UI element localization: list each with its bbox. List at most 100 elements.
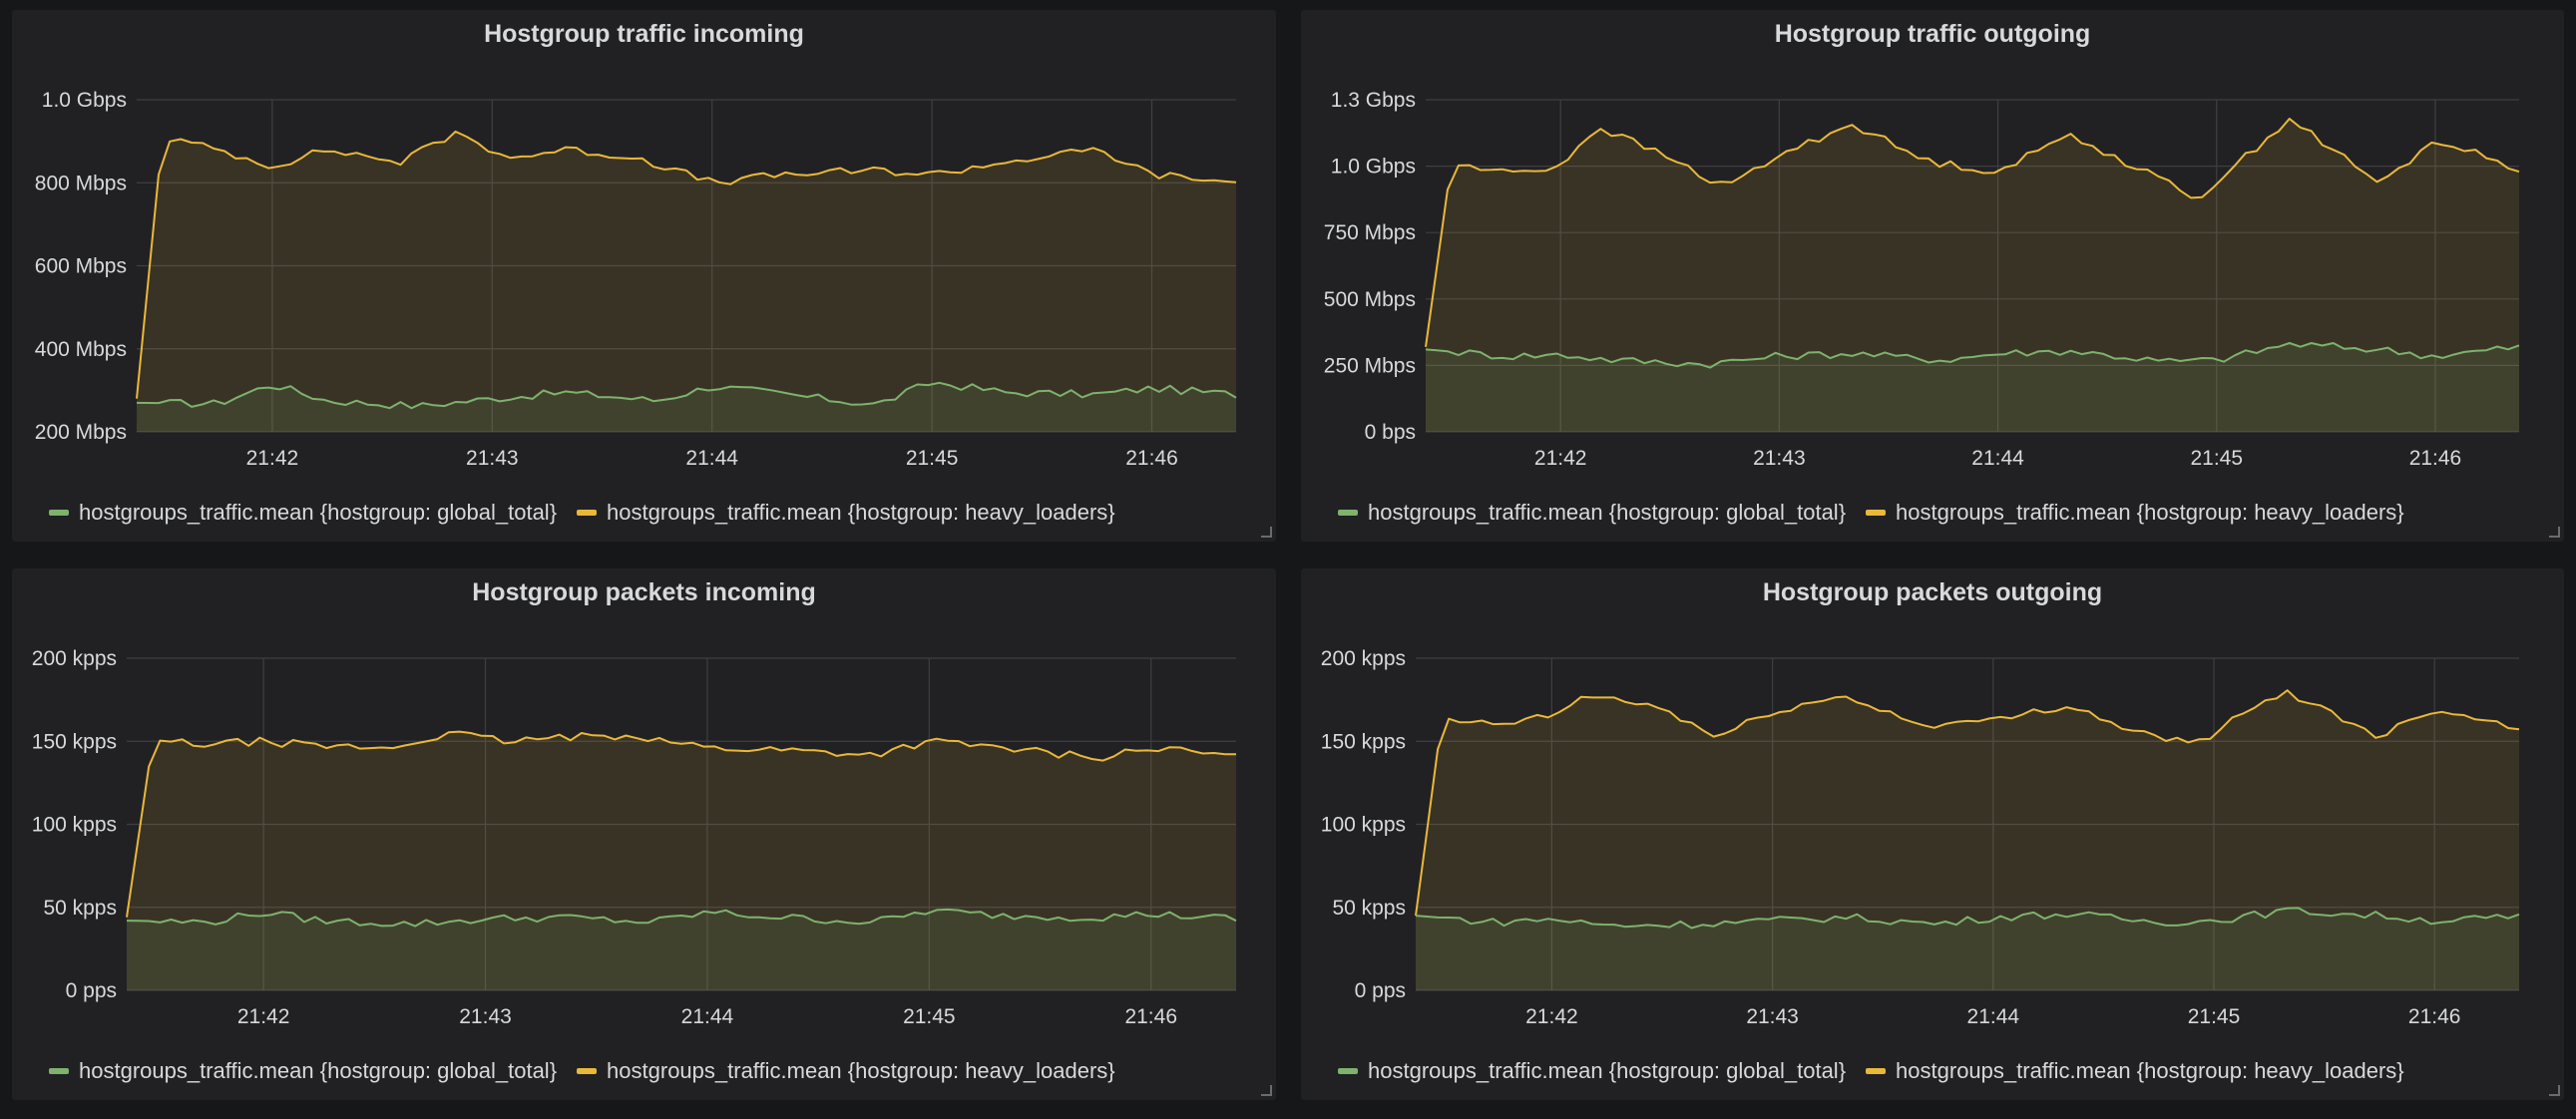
legend-item-global-total[interactable]: hostgroups_traffic.mean {hostgroup: glob… <box>49 500 557 526</box>
y-tick-label: 200 Mbps <box>35 421 127 444</box>
x-tick-label: 21:44 <box>1971 447 2024 470</box>
x-tick-label: 21:44 <box>1967 1005 2020 1028</box>
series-line[interactable] <box>126 730 1237 918</box>
legend-label[interactable]: hostgroups_traffic.mean {hostgroup: glob… <box>1368 500 1847 525</box>
y-tick-label: 250 Mbps <box>1324 354 1416 377</box>
legend-item-heavy-loaders[interactable]: hostgroups_traffic.mean {hostgroup: heav… <box>1866 1058 2404 1084</box>
graph-area[interactable]: 200 Mbps 400 Mbps 600 Mbps 800 Mbps 1.0 Gbps… <box>12 10 1276 542</box>
graph-area[interactable]: 0 bps 250 Mbps 500 Mbps 750 Mbps 1.0 Gbps 1.3… <box>1301 10 2564 542</box>
panel-traffic-incoming[interactable]: Hostgroup traffic incoming 200 Mbps 400 M… <box>12 10 1276 542</box>
graph-area[interactable]: 0 pps 50 kpps 100 kpps 150 kpps 200 kpps 21:4… <box>1301 568 2564 1100</box>
legend-item-heavy-loaders[interactable]: hostgroups_traffic.mean {hostgroup: heav… <box>1866 500 2404 526</box>
series-color-swatch[interactable] <box>1338 1068 1358 1074</box>
series-line[interactable] <box>126 908 1237 928</box>
panel-packets-outgoing[interactable]: Hostgroup packets outgoing 0 pps 50 kpps 1… <box>1301 568 2564 1100</box>
legend-label[interactable]: hostgroups_traffic.mean {hostgroup: glob… <box>1368 1058 1847 1083</box>
y-tick-label: 1.0 Gbps <box>1331 156 1416 179</box>
y-tick-label: 1.3 Gbps <box>1331 89 1416 112</box>
x-tick-label: 21:46 <box>1125 447 1178 470</box>
legend-label[interactable]: hostgroups_traffic.mean {hostgroup: heav… <box>607 500 1115 525</box>
series-area-fill <box>137 131 1236 432</box>
panel-packets-incoming[interactable]: Hostgroup packets incoming 0 pps 50 kpps 1… <box>12 568 1276 1100</box>
y-tick-label: 1.0 Gbps <box>42 89 127 112</box>
y-tick-label: 0 pps <box>1355 979 1406 1002</box>
legend-label[interactable]: hostgroups_traffic.mean {hostgroup: glob… <box>79 500 558 525</box>
legend-label[interactable]: hostgroups_traffic.mean {hostgroup: heav… <box>1896 1058 2404 1083</box>
series-line[interactable] <box>1415 907 2520 930</box>
x-tick-label: 21:45 <box>903 1005 956 1028</box>
panel-title[interactable]: Hostgroup traffic outgoing <box>1774 20 2091 48</box>
x-tick-label: 21:45 <box>2188 1005 2241 1028</box>
y-tick-label: 200 kpps <box>32 647 117 670</box>
legend-label[interactable]: hostgroups_traffic.mean {hostgroup: glob… <box>79 1058 558 1083</box>
x-tick-label: 21:43 <box>466 447 519 470</box>
y-tick-label: 100 kpps <box>1321 814 1406 837</box>
legend-item-global-total[interactable]: hostgroups_traffic.mean {hostgroup: glob… <box>49 1058 557 1084</box>
series-line[interactable] <box>136 130 1237 399</box>
y-tick-label: 200 kpps <box>1321 647 1406 670</box>
series-line[interactable] <box>1425 118 2520 347</box>
graph-area[interactable]: 0 pps 50 kpps 100 kpps 150 kpps 200 kpps 21:4… <box>12 568 1276 1100</box>
legend-item-heavy-loaders[interactable]: hostgroups_traffic.mean {hostgroup: heav… <box>577 500 1115 526</box>
resize-handle[interactable] <box>1261 1085 1272 1096</box>
series-area-fill <box>127 731 1236 990</box>
y-tick-label: 400 Mbps <box>35 338 127 361</box>
resize-handle[interactable] <box>1261 527 1272 538</box>
series-area-fill <box>137 382 1236 432</box>
resize-handle[interactable] <box>2549 1085 2560 1096</box>
panel-title[interactable]: Hostgroup traffic incoming <box>484 20 804 48</box>
x-tick-label: 21:45 <box>2190 447 2243 470</box>
x-tick-label: 21:44 <box>685 447 738 470</box>
x-tick-label: 21:43 <box>459 1005 512 1028</box>
series-color-swatch[interactable] <box>577 1068 598 1074</box>
series-color-swatch[interactable] <box>1338 510 1358 516</box>
y-tick-label: 50 kpps <box>43 897 117 920</box>
x-tick-label: 21:43 <box>1746 1005 1799 1028</box>
y-tick-label: 750 Mbps <box>1324 221 1416 244</box>
y-tick-label: 500 Mbps <box>1324 288 1416 311</box>
series-area-fill <box>127 909 1236 990</box>
y-tick-label: 100 kpps <box>32 814 117 837</box>
series-line[interactable] <box>136 381 1237 410</box>
y-tick-label: 600 Mbps <box>35 255 127 278</box>
legend-item-heavy-loaders[interactable]: hostgroups_traffic.mean {hostgroup: heav… <box>577 1058 1115 1084</box>
legend-item-global-total[interactable]: hostgroups_traffic.mean {hostgroup: glob… <box>1338 500 1846 526</box>
x-tick-label: 21:44 <box>681 1005 734 1028</box>
legend-label[interactable]: hostgroups_traffic.mean {hostgroup: heav… <box>607 1058 1115 1083</box>
series-line[interactable] <box>1415 689 2520 917</box>
panel-traffic-outgoing[interactable]: Hostgroup traffic outgoing 0 bps 250 Mbps… <box>1301 10 2564 542</box>
series-area-fill <box>1426 119 2519 432</box>
y-tick-label: 50 kpps <box>1332 897 1406 920</box>
y-tick-label: 0 pps <box>66 979 117 1002</box>
panel-title[interactable]: Hostgroup packets incoming <box>472 578 816 606</box>
x-tick-label: 21:46 <box>2408 1005 2461 1028</box>
legend: hostgroups_traffic.mean {hostgroup: glob… <box>1338 1058 2404 1084</box>
x-tick-label: 21:43 <box>1753 447 1806 470</box>
resize-handle[interactable] <box>2549 527 2560 538</box>
x-tick-label: 21:46 <box>1124 1005 1177 1028</box>
legend: hostgroups_traffic.mean {hostgroup: glob… <box>1338 500 2404 526</box>
series-color-swatch[interactable] <box>49 510 69 516</box>
series-area-fill <box>1426 343 2519 432</box>
x-tick-label: 21:42 <box>246 447 299 470</box>
series-color-swatch[interactable] <box>577 510 598 516</box>
panel-title[interactable]: Hostgroup packets outgoing <box>1762 578 2103 606</box>
legend-item-global-total[interactable]: hostgroups_traffic.mean {hostgroup: glob… <box>1338 1058 1846 1084</box>
legend: hostgroups_traffic.mean {hostgroup: glob… <box>49 500 1115 526</box>
legend-label[interactable]: hostgroups_traffic.mean {hostgroup: heav… <box>1896 500 2404 525</box>
series-color-swatch[interactable] <box>1866 1068 1887 1074</box>
x-tick-label: 21:42 <box>1534 447 1587 470</box>
y-tick-label: 0 bps <box>1365 421 1416 444</box>
series-color-swatch[interactable] <box>1866 510 1887 516</box>
series-color-swatch[interactable] <box>49 1068 69 1074</box>
series-line[interactable] <box>1425 342 2520 369</box>
y-tick-label: 150 kpps <box>1321 730 1406 753</box>
y-tick-label: 150 kpps <box>32 730 117 753</box>
x-tick-label: 21:46 <box>2409 447 2462 470</box>
x-tick-label: 21:42 <box>1525 1005 1578 1028</box>
x-tick-label: 21:42 <box>237 1005 290 1028</box>
legend: hostgroups_traffic.mean {hostgroup: glob… <box>49 1058 1115 1084</box>
x-tick-label: 21:45 <box>906 447 959 470</box>
y-tick-label: 800 Mbps <box>35 172 127 194</box>
